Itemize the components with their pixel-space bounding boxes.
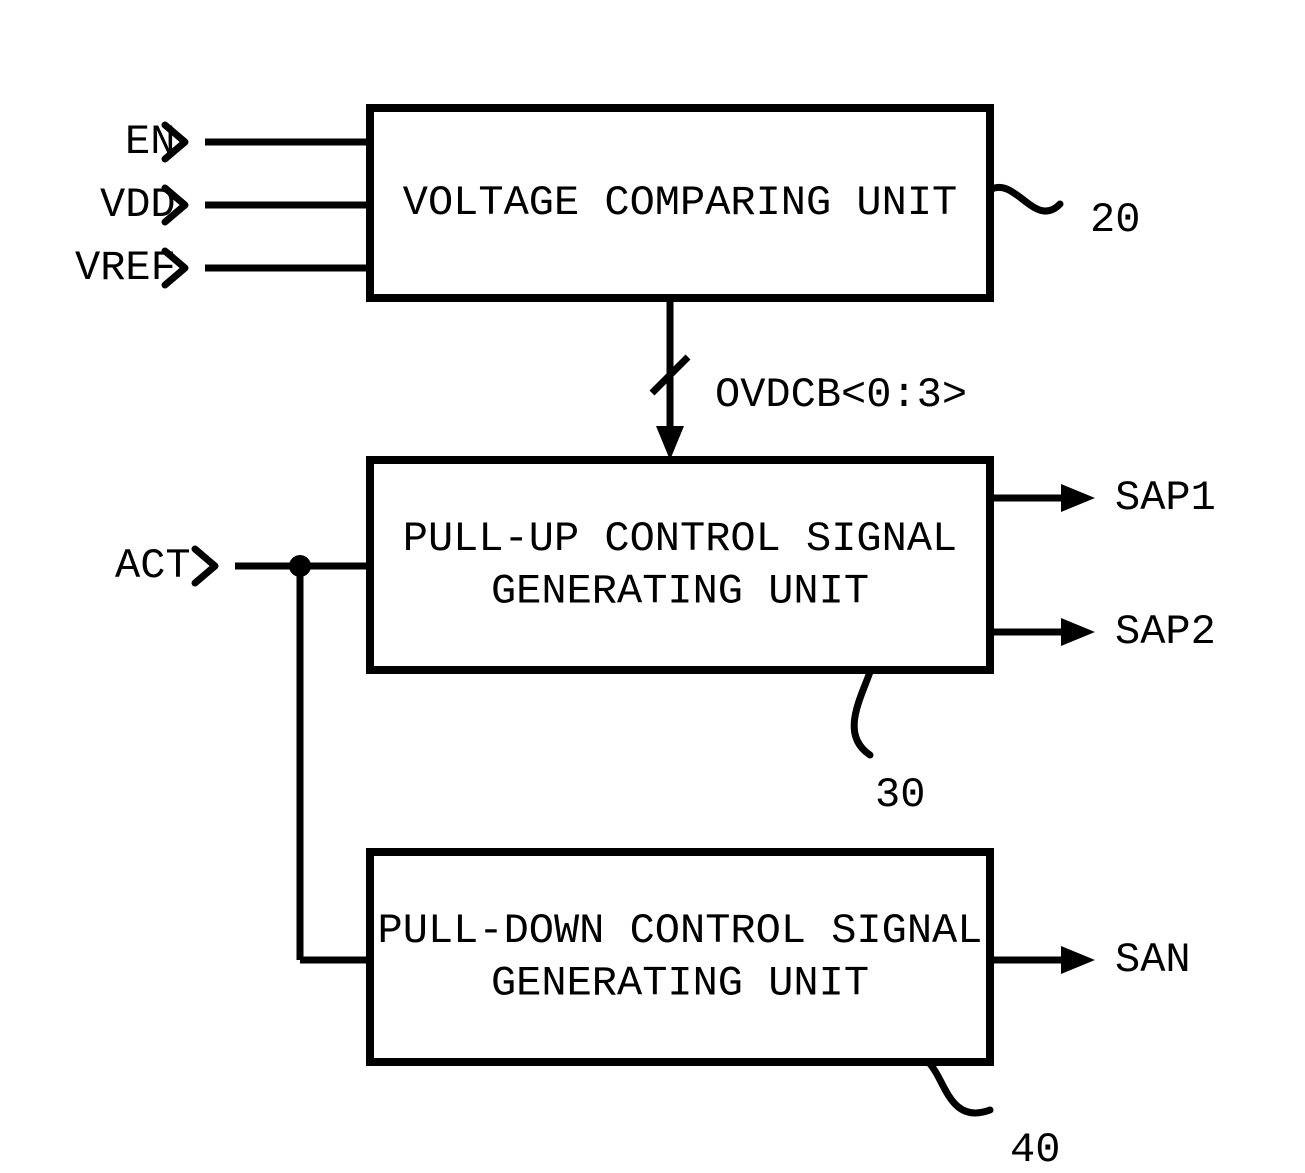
signal-label-OVDCB: OVDCB<0:3> — [715, 371, 967, 419]
arrow-head — [1061, 946, 1095, 974]
signal-label-VREF: VREF — [75, 244, 176, 292]
voltage_comparing_unit-ref: 20 — [1090, 196, 1140, 244]
pull_down_unit-leader — [930, 1064, 990, 1113]
pull_up_unit-label: PULL-UP CONTROL SIGNAL — [403, 515, 958, 563]
signal-label-ACT: ACT — [115, 542, 191, 590]
pull_up_unit-leader — [854, 672, 870, 755]
pull_down_unit-label: GENERATING UNIT — [491, 959, 869, 1007]
pull_down_unit-ref: 40 — [1010, 1126, 1060, 1173]
signal-label-SAP2: SAP2 — [1115, 608, 1216, 656]
pull_up_unit-box — [370, 460, 990, 670]
signal-label-SAN: SAN — [1115, 936, 1191, 984]
pull_up_unit-ref: 30 — [875, 771, 925, 819]
pull_up_unit-label: GENERATING UNIT — [491, 567, 869, 615]
pull_down_unit-box — [370, 852, 990, 1062]
pull_down_unit-label: PULL-DOWN CONTROL SIGNAL — [378, 907, 983, 955]
voltage_comparing_unit-label: VOLTAGE COMPARING UNIT — [403, 179, 958, 227]
arrow-head — [1061, 484, 1095, 512]
input-port-chevron — [195, 549, 215, 583]
arrow-head — [1061, 618, 1095, 646]
signal-label-SAP1: SAP1 — [1115, 474, 1216, 522]
voltage_comparing_unit-leader — [990, 187, 1060, 211]
arrow-head — [656, 426, 684, 460]
